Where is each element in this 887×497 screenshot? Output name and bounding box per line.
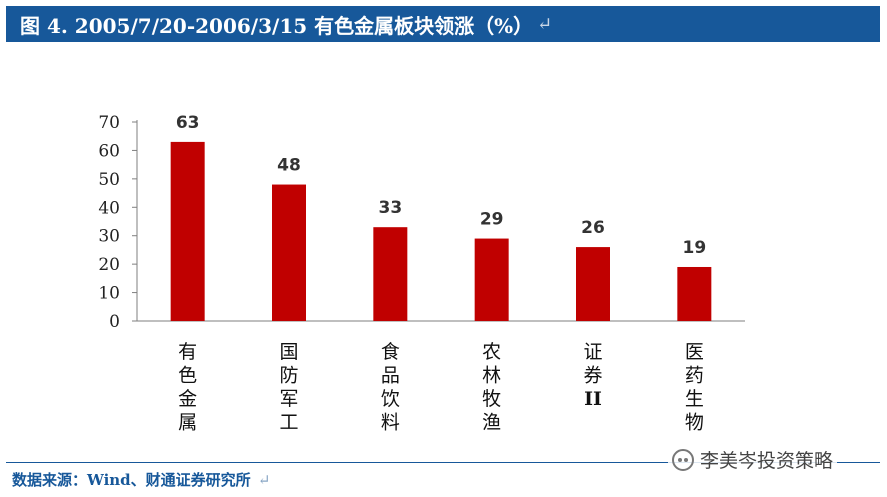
wechat-icon (672, 448, 694, 471)
bar (170, 141, 205, 321)
paragraph-mark-icon: ↵ (537, 13, 553, 35)
bar-data-label: 33 (378, 198, 402, 218)
y-tick-label: 10 (98, 284, 120, 304)
bar (576, 247, 610, 321)
y-tick-label: 0 (109, 312, 120, 332)
bar-data-label: 48 (277, 156, 301, 176)
bar (474, 238, 509, 321)
data-source-text: 数据来源：Wind、财通证券研究所 (12, 471, 251, 489)
bar (373, 227, 408, 321)
wechat-watermark: 李美岑投资策略 (668, 446, 838, 473)
bar (677, 266, 712, 321)
bar-data-label: 19 (682, 238, 706, 258)
bar-data-label: 63 (176, 113, 200, 133)
x-category-label: 国防军工 (279, 341, 298, 434)
data-source-note: 数据来源：Wind、财通证券研究所 ↵ (12, 469, 271, 490)
footer-divider (6, 462, 880, 463)
x-category-label: 证券 II (583, 341, 602, 410)
y-tick-label: 30 (98, 227, 120, 247)
x-category-label: 农林牧渔 (482, 341, 501, 434)
x-category-label: 有色金属 (178, 341, 197, 434)
bar (272, 184, 306, 321)
y-tick-label: 20 (98, 255, 120, 275)
y-tick-label: 50 (98, 170, 120, 190)
x-category-label: 食品饮料 (381, 341, 400, 434)
y-tick-label: 70 (98, 113, 120, 133)
bar-data-label: 26 (581, 218, 605, 238)
figure-title-bar: 图 4. 2005/7/20-2006/3/15 有色金属板块领涨（%） ↵ (6, 6, 880, 42)
x-category-label: 医药生物 (685, 341, 704, 434)
bar-data-label: 29 (480, 210, 504, 230)
y-tick-label: 60 (98, 141, 120, 161)
watermark-text: 李美岑投资策略 (700, 450, 834, 472)
y-tick-label: 40 (98, 198, 120, 218)
paragraph-mark-icon: ↵ (257, 471, 271, 489)
figure-title: 图 4. 2005/7/20-2006/3/15 有色金属板块领涨（%） (20, 13, 534, 38)
